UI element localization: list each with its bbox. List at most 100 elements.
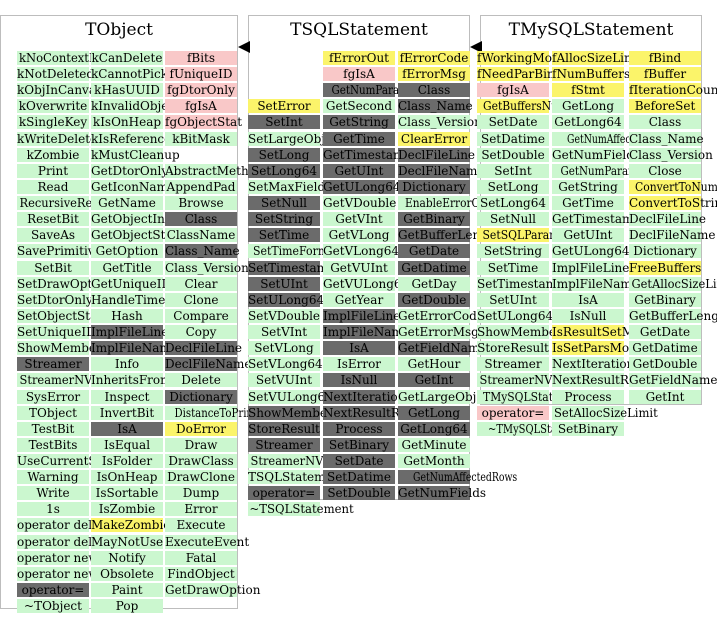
member-label: kMustCleanup: [91, 147, 180, 162]
member-label: GetObjectInfo: [91, 212, 177, 227]
member-cell: IsA: [91, 421, 163, 436]
member-label: GetULong64: [323, 179, 401, 194]
member-label: ExecuteEvent: [165, 534, 250, 549]
member-cell: operator delete[]: [17, 534, 121, 549]
member-cell: GetErrorCode: [398, 308, 484, 323]
member-cell: Streamer: [248, 437, 320, 452]
member-label: GetBinary: [634, 292, 696, 307]
member-cell: GetVULong64: [323, 276, 409, 291]
member-cell: StreamerNVirtual: [248, 454, 355, 468]
member-label: NextResultRow: [552, 373, 647, 388]
member-cell: SetDtorOnly: [17, 292, 93, 307]
member-label: GetNumFields: [398, 486, 487, 501]
member-label: GetTime: [562, 196, 614, 211]
member-label: Class: [417, 83, 451, 98]
member-label: GetObjectStat: [91, 228, 178, 243]
member-cell: kObjInCanvas: [17, 83, 102, 98]
member-cell: GetVUInt: [323, 260, 395, 275]
member-label: IsFolder: [101, 454, 153, 468]
member-cell: GetTitle: [91, 260, 163, 275]
member-label: SetDrawOption: [17, 276, 112, 291]
member-cell: GetDate: [398, 244, 470, 259]
member-cell: fBind: [629, 51, 701, 65]
member-label: kCannotPick: [91, 67, 169, 82]
member-cell: SetDatime: [477, 131, 549, 146]
member-label: SetDatime: [326, 470, 392, 485]
member-cell: Dump: [165, 486, 237, 501]
member-cell: ImplFileName: [91, 341, 178, 356]
member-cell: RecursiveRemove: [17, 196, 123, 211]
member-label: Obsolete: [100, 566, 154, 581]
member-label: fErrorMsg: [402, 67, 466, 82]
member-label: SavePrimitive: [17, 244, 102, 259]
member-cell: kInvalidObject: [91, 99, 180, 114]
member-cell: kMustCleanup: [91, 147, 180, 162]
member-label: SetError: [257, 99, 311, 114]
member-cell: ConvertToNumeric: [629, 179, 717, 194]
member-cell: GetBuffersNumber: [477, 99, 587, 114]
member-label: operator new: [17, 550, 99, 565]
member-label: Dictionary: [633, 244, 697, 259]
member-cell: SetVLong64: [248, 357, 323, 372]
member-label: SetLong: [258, 147, 310, 162]
member-cell: ImplFileLine: [552, 260, 629, 275]
member-cell: GetLong: [398, 405, 470, 420]
member-label: Class_Version: [165, 260, 249, 275]
member-cell: IsA: [552, 292, 624, 307]
member-cell: StoreResult: [248, 421, 320, 436]
member-cell: ClassName: [165, 228, 237, 243]
member-label: kZombie: [26, 147, 80, 162]
member-cell: fBits: [165, 51, 237, 65]
member-label: GetDate: [639, 325, 691, 340]
member-cell: GetDatime: [398, 260, 470, 275]
member-label: fNumBuffers: [552, 67, 631, 82]
member-cell: operator new[]: [17, 566, 108, 581]
member-cell: SetDate: [477, 115, 549, 130]
member-label: NextIteration: [552, 357, 635, 372]
member-label: SetVLong: [254, 341, 314, 356]
member-label: GetErrorMsg: [398, 325, 479, 340]
member-label: Process: [564, 389, 612, 404]
member-cell: operator delete: [17, 518, 111, 533]
member-cell: AbstractMethod: [165, 163, 264, 178]
member-cell: kCanDelete: [91, 51, 163, 65]
member-cell: GetString: [323, 115, 395, 130]
member-label: GetDate: [408, 244, 460, 259]
member-cell: SetULong64: [477, 308, 553, 323]
member-label: Dump: [182, 486, 220, 501]
member-cell: Dictionary: [165, 389, 237, 404]
member-label: kHasUUID: [94, 83, 160, 98]
member-cell: SetTime: [248, 228, 320, 243]
member-label: GetVLong64: [323, 244, 400, 259]
member-cell: ~TSQLStatement: [248, 502, 354, 517]
member-label: GetMinute: [401, 437, 467, 452]
member-cell: TSQLStatement: [248, 470, 345, 485]
member-label: fBuffer: [643, 67, 687, 82]
member-label: DeclFileLine: [165, 341, 243, 356]
member-cell: StoreResult: [477, 341, 549, 356]
member-label: DrawClass: [168, 454, 234, 468]
member-cell: NextResultRow: [552, 373, 646, 388]
member-cell: GetLong64: [552, 115, 624, 130]
member-label: IsA: [117, 421, 137, 436]
member-cell: MakeZombie: [91, 518, 170, 533]
member-cell: ~TMySQLStatement: [477, 421, 592, 436]
member-cell: ImplFileLine: [323, 308, 400, 323]
member-cell: SetLong: [477, 179, 549, 194]
member-label: GetVDouble: [323, 196, 397, 211]
member-label: fNeedParBind: [477, 67, 563, 82]
member-cell: Draw: [165, 437, 237, 452]
member-cell: ResetBit: [17, 212, 89, 227]
member-cell: fBuffer: [629, 67, 701, 82]
member-cell: GetTime: [552, 196, 624, 211]
member-cell: GetObjectInfo: [91, 212, 177, 227]
member-cell: Class_Name: [629, 131, 704, 146]
member-label: Draw: [184, 437, 218, 452]
member-label: GetDtorOnly: [91, 163, 169, 178]
member-label: AppendPad: [166, 179, 236, 194]
member-cell: DistanceToPrimitive: [165, 405, 278, 420]
member-cell: fErrorCode: [398, 51, 470, 65]
member-label: SetVInt: [260, 325, 308, 340]
member-cell: Clear: [165, 276, 237, 291]
member-label: GetBufferLength: [629, 308, 717, 323]
